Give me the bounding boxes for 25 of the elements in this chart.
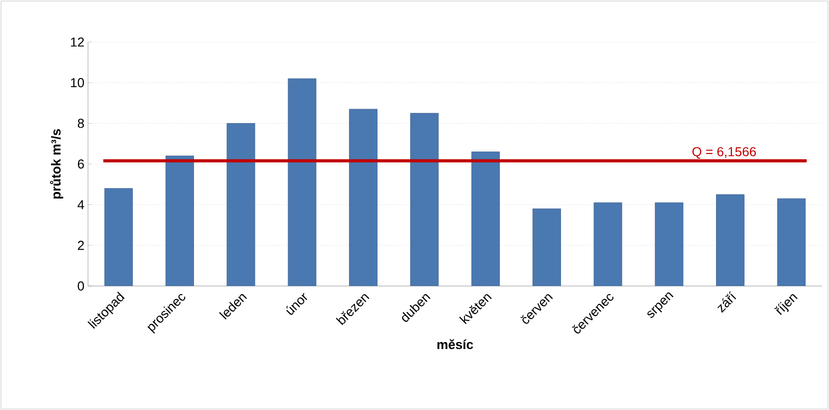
y-axis-title: průtok m³/s <box>50 129 64 199</box>
x-axis-title: měsíc <box>437 339 474 350</box>
bar <box>226 123 256 286</box>
y-tick-label: 8 <box>78 118 84 128</box>
bar <box>594 202 622 286</box>
bar <box>166 156 194 286</box>
y-tick-label: 12 <box>71 37 84 47</box>
bar <box>471 152 500 286</box>
x-tick-label: září <box>717 291 736 313</box>
y-tick-label: 6 <box>78 159 84 169</box>
bar <box>410 112 439 286</box>
y-tick-label: 4 <box>78 200 84 210</box>
y-tick-label: 10 <box>71 78 84 88</box>
bar <box>104 188 133 286</box>
bar <box>654 202 684 286</box>
ref-line-label: Q = 6,1566 <box>692 147 756 159</box>
x-tick-label: únor <box>286 293 308 315</box>
bar <box>288 78 316 286</box>
bar <box>716 194 744 286</box>
bar <box>349 108 378 286</box>
y-tick-label: 0 <box>78 281 84 291</box>
y-tick-label: 2 <box>78 240 84 250</box>
bar <box>777 198 806 286</box>
bar <box>532 208 561 286</box>
x-tick-label: říjen <box>774 294 798 315</box>
